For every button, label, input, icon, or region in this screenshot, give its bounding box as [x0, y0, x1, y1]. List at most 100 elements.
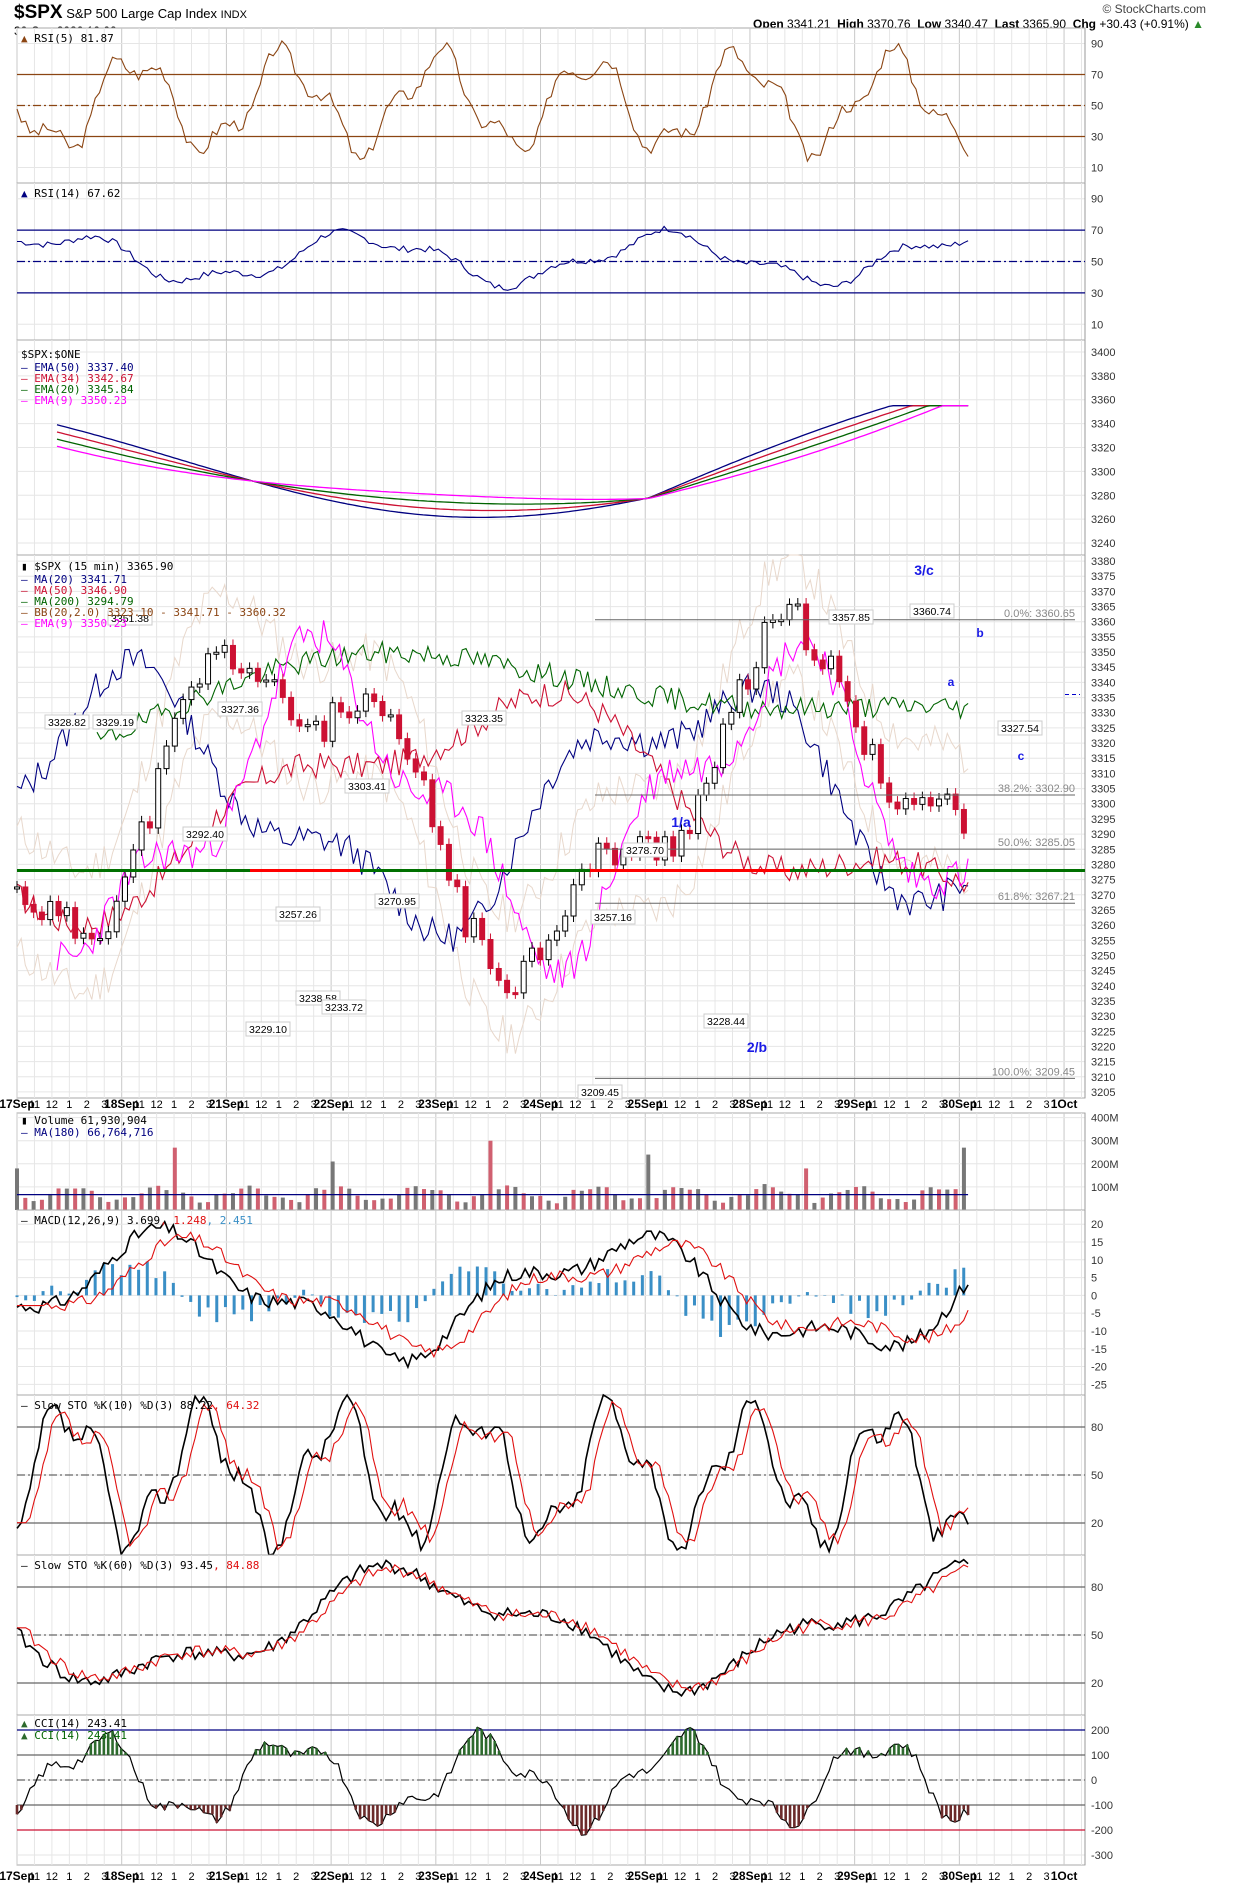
svg-text:1: 1 — [695, 1871, 701, 1883]
svg-text:1Oct: 1Oct — [1051, 1097, 1078, 1111]
svg-text:2: 2 — [503, 1099, 509, 1111]
svg-text:12: 12 — [988, 1099, 1000, 1111]
svg-text:1: 1 — [66, 1099, 72, 1111]
svg-text:2: 2 — [921, 1871, 927, 1883]
svg-text:3400: 3400 — [1091, 347, 1115, 359]
ema-title: $SPX:$ONE — [21, 348, 81, 361]
cci-label-2: ▲ CCI(14) 243.41 — [21, 1729, 127, 1742]
svg-text:1: 1 — [590, 1099, 596, 1111]
macd-label: — MACD(12,26,9) 3.699, 1.248, 2.451 — [21, 1214, 253, 1227]
svg-text:-200: -200 — [1091, 1825, 1113, 1837]
svg-text:3215: 3215 — [1091, 1057, 1115, 1069]
svg-text:10: 10 — [1091, 163, 1103, 175]
svg-text:11: 11 — [238, 1099, 249, 1111]
svg-text:12: 12 — [674, 1871, 686, 1883]
svg-text:1: 1 — [1009, 1871, 1015, 1883]
svg-text:11: 11 — [866, 1871, 877, 1883]
fib-label: 61.8%: 3267.21 — [998, 891, 1075, 903]
svg-text:3370: 3370 — [1091, 586, 1115, 598]
svg-text:-25: -25 — [1091, 1379, 1107, 1391]
svg-text:1Oct: 1Oct — [1051, 1869, 1078, 1883]
svg-text:23Sep: 23Sep — [418, 1869, 453, 1883]
svg-text:70: 70 — [1091, 70, 1103, 82]
chg-value: +30.43 (+0.91%) — [1099, 17, 1189, 31]
svg-text:1: 1 — [590, 1871, 596, 1883]
svg-text:3325: 3325 — [1091, 723, 1115, 735]
svg-text:1: 1 — [380, 1099, 386, 1111]
svg-text:1: 1 — [66, 1871, 72, 1883]
svg-text:17Sep: 17Sep — [0, 1097, 35, 1111]
svg-text:2: 2 — [817, 1099, 823, 1111]
svg-text:-5: -5 — [1091, 1308, 1101, 1320]
svg-text:12: 12 — [569, 1871, 581, 1883]
svg-text:90: 90 — [1091, 194, 1103, 206]
svg-text:21Sep: 21Sep — [209, 1097, 244, 1111]
price-label: 3292.40 — [186, 829, 224, 841]
price-label: 3209.45 — [581, 1087, 619, 1099]
copyright: © StockCharts.com — [1102, 2, 1206, 16]
svg-text:18Sep: 18Sep — [104, 1097, 139, 1111]
svg-text:12: 12 — [465, 1871, 477, 1883]
svg-text:3280: 3280 — [1091, 859, 1115, 871]
price-legend-item: — BB(20,2.0) 3323.10 - 3341.71 - 3360.32 — [21, 606, 286, 619]
svg-text:-20: -20 — [1091, 1362, 1107, 1374]
svg-text:-15: -15 — [1091, 1344, 1107, 1356]
svg-text:2: 2 — [84, 1099, 90, 1111]
svg-text:3365: 3365 — [1091, 602, 1115, 614]
svg-text:2: 2 — [503, 1871, 509, 1883]
svg-text:11: 11 — [971, 1871, 982, 1883]
svg-text:3: 3 — [311, 1099, 317, 1111]
svg-text:11: 11 — [657, 1871, 668, 1883]
rsi5-panel: 90 70 50 30 10 — [16, 27, 1103, 184]
price-label: 3327.36 — [221, 704, 259, 716]
svg-text:3: 3 — [625, 1871, 631, 1883]
price-legend-item: — MA(20) 3341.71 — [21, 573, 127, 586]
ema-panel: 3400 3380 3360 3340 3320 3300 3280 3260 3240 — [16, 339, 1115, 556]
svg-text:11: 11 — [29, 1871, 40, 1883]
exchange: INDX — [220, 9, 247, 21]
svg-text:200M: 200M — [1091, 1159, 1119, 1171]
wave-label: 3/c — [914, 562, 934, 578]
svg-text:3: 3 — [625, 1099, 631, 1111]
svg-text:11: 11 — [448, 1871, 459, 1883]
svg-text:1: 1 — [485, 1099, 491, 1111]
svg-text:50: 50 — [1091, 1630, 1103, 1642]
svg-text:3: 3 — [206, 1099, 212, 1111]
svg-text:2: 2 — [712, 1099, 718, 1111]
svg-text:17Sep: 17Sep — [0, 1869, 35, 1883]
svg-text:3225: 3225 — [1091, 1026, 1115, 1038]
svg-text:1: 1 — [1009, 1099, 1015, 1111]
svg-text:11: 11 — [343, 1099, 354, 1111]
svg-text:3275: 3275 — [1091, 875, 1115, 887]
price-label: 3229.10 — [249, 1024, 287, 1036]
svg-text:3: 3 — [101, 1871, 107, 1883]
svg-text:11: 11 — [866, 1099, 877, 1111]
svg-text:2: 2 — [293, 1871, 299, 1883]
svg-text:2: 2 — [188, 1871, 194, 1883]
svg-text:22Sep: 22Sep — [313, 1097, 348, 1111]
svg-text:3330: 3330 — [1091, 708, 1115, 720]
svg-text:11: 11 — [552, 1871, 563, 1883]
svg-text:3355: 3355 — [1091, 632, 1115, 644]
svg-text:15: 15 — [1091, 1237, 1103, 1249]
up-triangle-icon: ▲ — [1192, 17, 1204, 31]
price-legend-item: — MA(200) 3294.79 — [21, 595, 134, 608]
svg-text:3340: 3340 — [1091, 677, 1115, 689]
svg-text:30Sep: 30Sep — [942, 1097, 977, 1111]
svg-text:12: 12 — [255, 1099, 267, 1111]
svg-text:70: 70 — [1091, 225, 1103, 237]
svg-text:3230: 3230 — [1091, 1011, 1115, 1023]
svg-text:2: 2 — [188, 1099, 194, 1111]
wave-label: a — [948, 675, 955, 689]
sto10-label: — Slow STO %K(10) %D(3) 88.22, 64.32 — [21, 1399, 259, 1412]
price-label: 3278.70 — [626, 845, 664, 857]
svg-text:20: 20 — [1091, 1518, 1103, 1530]
svg-text:3: 3 — [311, 1871, 317, 1883]
svg-text:3310: 3310 — [1091, 768, 1115, 780]
svg-text:11: 11 — [657, 1099, 668, 1111]
svg-text:1: 1 — [485, 1871, 491, 1883]
fib-label: 38.2%: 3302.90 — [998, 783, 1075, 795]
svg-text:3: 3 — [520, 1099, 526, 1111]
svg-text:3: 3 — [520, 1871, 526, 1883]
